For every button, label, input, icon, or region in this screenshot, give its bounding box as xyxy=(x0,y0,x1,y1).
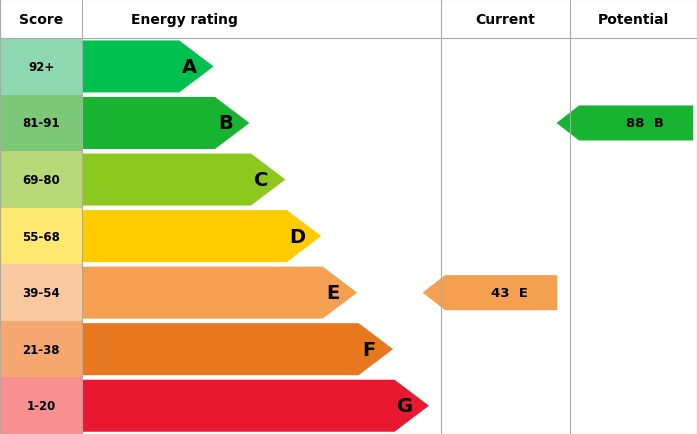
Text: 69-80: 69-80 xyxy=(22,174,60,187)
Text: Potential: Potential xyxy=(598,13,669,26)
Bar xyxy=(0,152,82,208)
Text: 39-54: 39-54 xyxy=(22,286,60,299)
Polygon shape xyxy=(422,276,557,310)
Text: A: A xyxy=(182,58,197,77)
Text: D: D xyxy=(289,227,305,246)
Text: Score: Score xyxy=(19,13,63,26)
Bar xyxy=(0,321,82,378)
Polygon shape xyxy=(556,106,694,141)
Polygon shape xyxy=(82,41,213,93)
Text: F: F xyxy=(362,340,376,359)
Text: 55-68: 55-68 xyxy=(22,230,60,243)
Polygon shape xyxy=(82,380,429,432)
Text: Current: Current xyxy=(476,13,535,26)
Bar xyxy=(0,265,82,321)
Text: 21-38: 21-38 xyxy=(22,343,60,356)
Bar xyxy=(0,208,82,265)
Text: Energy rating: Energy rating xyxy=(131,13,238,26)
Polygon shape xyxy=(82,323,393,375)
Text: 1-20: 1-20 xyxy=(26,399,56,412)
Text: E: E xyxy=(326,283,339,302)
Text: 92+: 92+ xyxy=(28,61,54,74)
Bar xyxy=(0,39,82,95)
Text: 88  B: 88 B xyxy=(625,117,664,130)
Polygon shape xyxy=(82,154,285,206)
Text: 81-91: 81-91 xyxy=(22,117,60,130)
Text: 43  E: 43 E xyxy=(491,286,528,299)
Polygon shape xyxy=(82,210,321,263)
Polygon shape xyxy=(82,98,250,150)
Text: C: C xyxy=(254,171,268,190)
Text: G: G xyxy=(397,396,413,415)
Bar xyxy=(0,378,82,434)
Text: B: B xyxy=(218,114,233,133)
Polygon shape xyxy=(82,267,357,319)
Bar xyxy=(0,95,82,152)
